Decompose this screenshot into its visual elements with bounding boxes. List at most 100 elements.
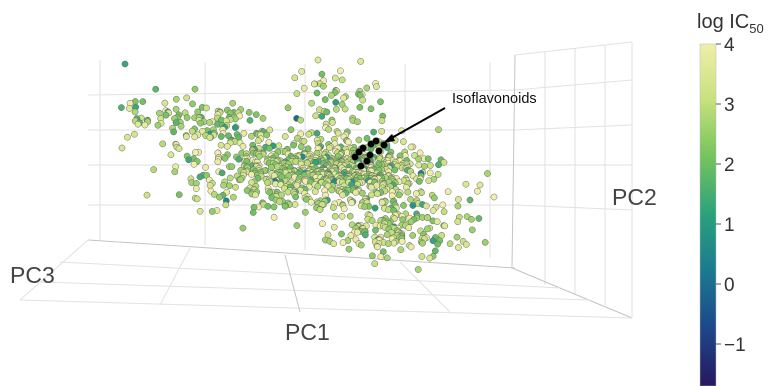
scatter-point <box>339 191 346 199</box>
scatter-point <box>248 171 255 178</box>
scatter-point <box>118 104 125 111</box>
scatter-point <box>249 209 257 216</box>
scatter-point <box>377 98 384 106</box>
isoflavonoid-point <box>366 151 374 159</box>
scatter-point <box>300 137 308 145</box>
colorbar-gradient <box>699 43 717 386</box>
isoflavonoid-point <box>380 141 388 149</box>
scatter-point <box>383 231 391 239</box>
scatter-point <box>348 199 355 207</box>
colorbar-tick-label: 1 <box>724 215 735 236</box>
scatter-point <box>216 193 223 201</box>
scatter-point <box>118 144 126 152</box>
scatter-point <box>131 108 139 116</box>
scatter-point <box>131 130 138 138</box>
colorbar-title: log IC50 <box>697 11 764 36</box>
scatter-point <box>407 196 414 203</box>
scatter-point <box>239 143 247 150</box>
colorbar-ticks: 4 3 2 1 0 −1 <box>716 35 746 356</box>
scatter-point <box>421 162 428 170</box>
scatter-point <box>217 133 225 140</box>
scatter-point <box>248 132 255 140</box>
scatter-point <box>431 194 438 202</box>
scatter-point <box>311 188 319 195</box>
scatter-point <box>371 204 379 212</box>
scatter-point <box>339 239 347 246</box>
scatter-point <box>276 198 283 205</box>
scatter-point <box>426 162 434 169</box>
scatter-point <box>239 224 247 232</box>
scatter-point <box>190 160 198 168</box>
scatter-point <box>217 141 225 149</box>
scatter-point <box>378 117 386 125</box>
scatter-point <box>268 164 275 171</box>
isoflavonoid-point <box>351 153 359 161</box>
scatter-point <box>240 129 248 137</box>
scatter-point <box>290 141 297 149</box>
scatter-point <box>330 240 338 248</box>
scatter-point <box>171 168 179 176</box>
scatter-point <box>327 92 335 99</box>
scatter-point <box>453 233 461 241</box>
scatter-point <box>398 238 406 245</box>
scatter-point <box>434 171 442 178</box>
scatter-point <box>373 83 380 90</box>
scatter-point <box>440 208 448 216</box>
scatter-point <box>230 193 237 201</box>
scatter-point <box>429 207 437 214</box>
scatter-point <box>170 128 177 136</box>
scatter-point <box>330 204 337 211</box>
scatter-point <box>232 183 239 191</box>
scatter-point <box>134 120 142 128</box>
scatter-point <box>197 119 204 127</box>
scatter-point <box>409 232 417 239</box>
scatter-point <box>318 70 326 78</box>
scatter-point <box>347 232 355 239</box>
scatter-point <box>154 121 162 129</box>
scatter-point <box>446 240 454 248</box>
scatter-point <box>126 105 133 112</box>
scatter-point <box>298 68 306 75</box>
colorbar-tick-label: −1 <box>724 335 746 356</box>
isoflavonoid-point <box>355 148 363 156</box>
scatter-point <box>455 244 462 251</box>
scatter-point <box>231 124 239 131</box>
scatter-point <box>412 190 420 197</box>
scatter-point <box>191 133 199 141</box>
scatter-point <box>338 76 346 84</box>
scatter-point <box>367 105 375 113</box>
scatter-point <box>189 100 196 108</box>
scatter-point <box>223 143 231 150</box>
scatter-point <box>297 116 304 124</box>
scatter-point <box>466 196 474 204</box>
scatter-point <box>429 237 437 245</box>
scatter-point <box>414 266 422 273</box>
scatter-point <box>378 127 386 135</box>
scatter-point <box>404 188 412 196</box>
scatter-point <box>292 193 300 201</box>
scatter-point <box>297 143 305 151</box>
scatter-point <box>161 99 169 107</box>
scatter-point <box>220 181 227 189</box>
scatter-point <box>266 126 274 134</box>
scatter-point <box>400 202 407 209</box>
scatter-point <box>193 195 201 203</box>
annotation-arrowhead <box>383 134 395 143</box>
isoflavonoid-point <box>357 162 365 170</box>
scatter-point <box>332 99 340 106</box>
scatter-point <box>192 149 199 156</box>
scatter-point <box>183 133 190 141</box>
scatter-point <box>270 213 278 221</box>
scatter-point <box>418 253 426 260</box>
scatter-point <box>211 191 218 198</box>
scatter-point <box>435 161 442 169</box>
scatter-point <box>307 198 315 206</box>
scatter-point <box>264 179 271 187</box>
scatter-point <box>172 105 180 113</box>
scatter-point <box>237 176 244 184</box>
scatter-point <box>196 207 204 215</box>
scatter-point <box>435 126 442 133</box>
scatter-point <box>338 212 346 220</box>
scatter-point <box>468 215 475 223</box>
